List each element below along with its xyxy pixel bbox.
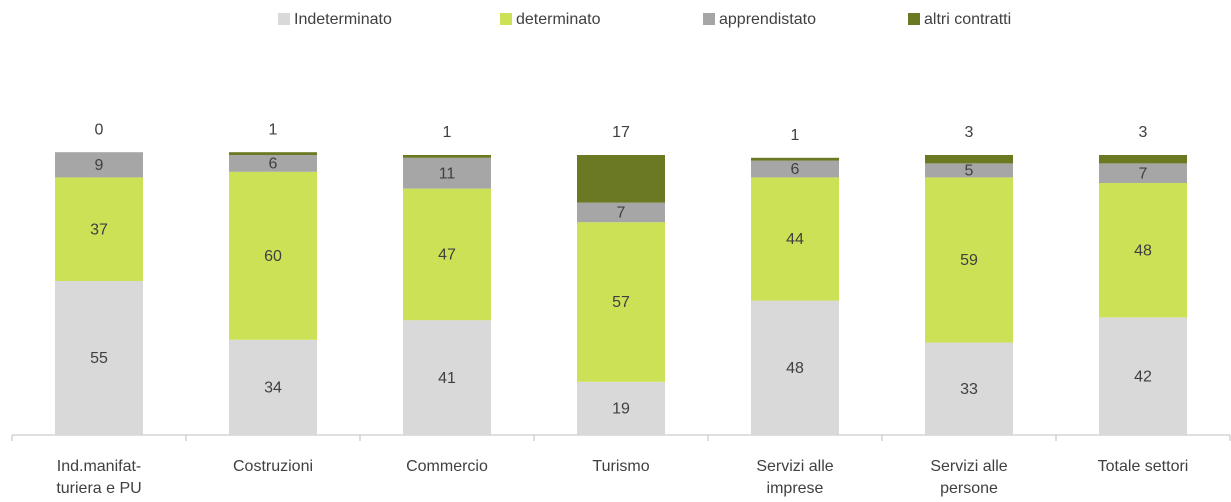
legend-swatch [908,13,920,25]
x-tick-label-line: Turismo [592,458,649,475]
data-label: 19 [612,401,630,418]
bar-segment [229,155,317,172]
data-label: 5 [965,163,974,180]
data-label: 0 [95,121,104,138]
legend-label: apprendistato [719,11,816,28]
data-label: 7 [1139,165,1148,182]
data-label: 6 [269,156,278,173]
x-tick-label: Servizi alle imprese [756,458,833,497]
data-label: 44 [786,231,804,248]
bar-segment [1099,317,1187,435]
data-label: 3 [965,124,974,141]
data-label: 6 [791,161,800,178]
data-label: 48 [786,360,804,377]
x-tick-label-line: Ind.manifat- [57,458,141,475]
x-tick-label-line: imprese [767,480,824,497]
bar-segment [925,163,1013,178]
bar-segment [1099,183,1187,318]
legend-swatch [500,13,512,25]
bar-segment [229,152,317,155]
x-tick-label: Ind.manifat-turiera e PU [56,458,141,497]
data-label: 59 [960,252,978,269]
bar-segment [403,188,491,321]
data-label: 1 [443,124,452,141]
bar-segment [403,157,491,189]
data-label: 47 [438,247,456,264]
data-label: 1 [791,127,800,144]
bar-segment [925,177,1013,343]
bar-segment [1099,163,1187,183]
bar-segment [229,171,317,340]
bar-segment [55,152,143,178]
x-tick-label-line: Servizi alle [930,458,1007,475]
data-label: 57 [612,294,630,311]
bar-segment [577,202,665,223]
data-label: 7 [617,205,626,222]
x-tick-label: Costruzioni [233,458,313,475]
bar-segment [751,300,839,435]
data-label: 55 [90,350,108,367]
data-label: 17 [612,124,630,141]
data-label: 11 [439,165,456,182]
x-tick-label: Servizi alle persone [930,458,1007,497]
data-label: 41 [438,370,456,387]
bar-segment [403,155,491,158]
bar-segment [577,222,665,382]
x-tick-label-line: Costruzioni [233,458,313,475]
bar-segment [229,339,317,435]
legend-label: altri contratti [924,11,1011,28]
bar-segment [577,155,665,203]
x-tick-label: Totale settori [1098,458,1189,475]
x-tick-label-line: Totale settori [1098,458,1189,475]
legend-label: Indeterminato [294,11,392,28]
bar-segment [751,157,839,161]
x-tick-label: Commercio [406,458,488,475]
bar-segment [925,155,1013,164]
data-label: 3 [1139,124,1148,141]
bar-segment [55,281,143,435]
legend-swatch [278,13,290,25]
legend-label: determinato [516,11,601,28]
data-label: 33 [960,381,978,398]
legend-swatch [703,13,715,25]
bar-segment [751,177,839,301]
x-tick-label-line: Servizi alle [756,458,833,475]
x-tick-label-line: Commercio [406,458,488,475]
data-label: 1 [269,121,278,138]
bar-segment [1099,155,1187,164]
bar-segment [751,160,839,178]
bar-segment [577,381,665,435]
data-label: 60 [264,248,282,265]
x-tick-label-line: persone [940,480,998,497]
x-tick-label-line: turiera e PU [56,480,141,497]
x-tick-label: Turismo [592,458,649,475]
data-label: 34 [264,380,282,397]
bar-segment [925,342,1013,435]
data-label: 9 [95,157,104,174]
data-label: 48 [1134,242,1152,259]
bar-segment [55,177,143,281]
bar-segment [403,320,491,435]
data-label: 42 [1134,368,1152,385]
data-label: 37 [90,221,108,238]
